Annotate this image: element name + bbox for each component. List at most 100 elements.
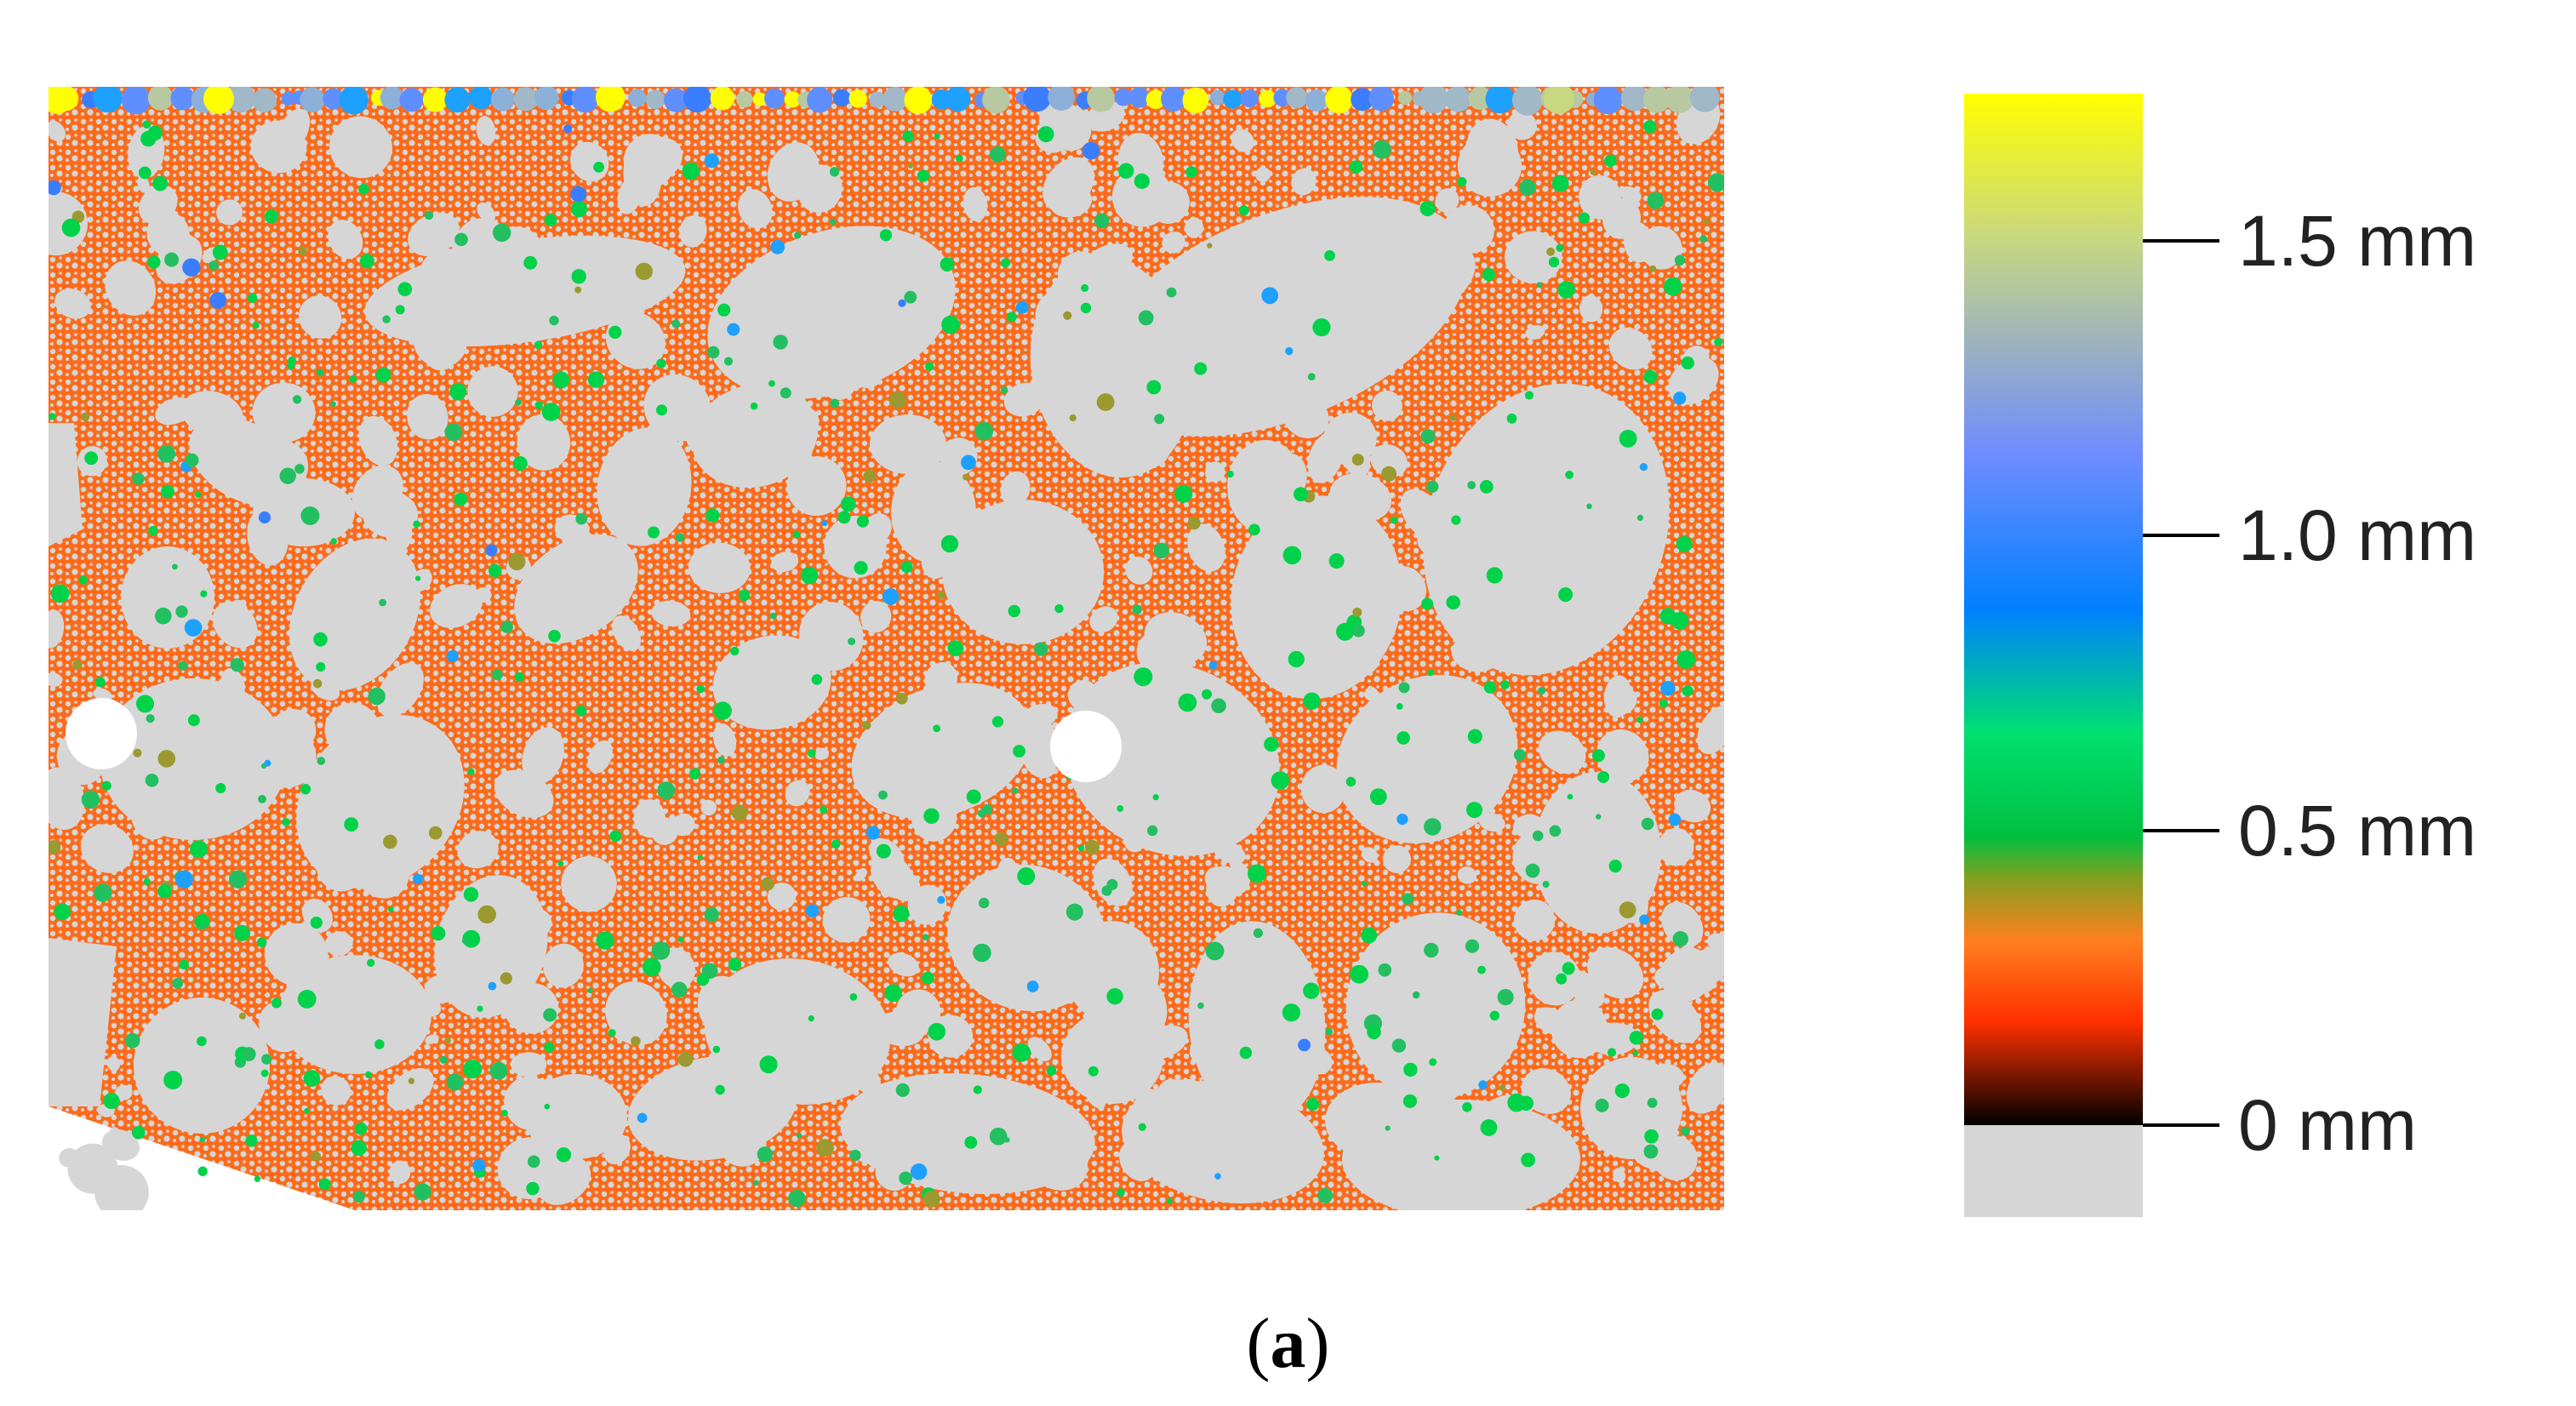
pore-marker bbox=[1077, 845, 1085, 852]
aggregate-small bbox=[522, 727, 564, 785]
pore-marker bbox=[359, 254, 374, 269]
pore-marker bbox=[477, 1005, 483, 1012]
surface-pore bbox=[399, 88, 424, 112]
pore-marker bbox=[1639, 914, 1650, 925]
aggregate-large bbox=[288, 538, 421, 691]
pore-marker bbox=[557, 860, 564, 866]
pore-marker bbox=[940, 534, 959, 553]
pore-marker bbox=[1482, 268, 1495, 282]
pore-marker bbox=[1521, 1152, 1535, 1168]
aggregate-small bbox=[852, 357, 883, 389]
aggregate-small bbox=[688, 542, 751, 593]
pore-marker bbox=[1226, 471, 1234, 478]
pore-marker bbox=[157, 444, 176, 463]
pore-marker bbox=[575, 512, 587, 525]
aggregate-small bbox=[137, 175, 150, 193]
aggregate-small bbox=[543, 943, 584, 988]
surface-pore-large bbox=[203, 87, 234, 114]
aggregate-small bbox=[419, 249, 473, 303]
pore-marker bbox=[900, 561, 913, 574]
pore-marker bbox=[1525, 863, 1540, 878]
pore-marker bbox=[1647, 1097, 1658, 1108]
aggregate-small bbox=[536, 1156, 591, 1205]
aggregate-small bbox=[822, 897, 871, 943]
pore-marker bbox=[761, 877, 775, 891]
aggregate-particles bbox=[49, 94, 1724, 1210]
aggregate-small bbox=[329, 116, 392, 179]
pore-marker bbox=[444, 423, 463, 442]
pore-marker bbox=[863, 469, 877, 483]
pore-marker bbox=[1483, 681, 1497, 694]
surface-pore bbox=[490, 88, 515, 111]
pore-marker bbox=[631, 1036, 641, 1046]
tick-label-0: 0 mm bbox=[2238, 1085, 2417, 1165]
pore-marker bbox=[239, 1012, 246, 1020]
pore-marker bbox=[395, 305, 405, 315]
pore-marker bbox=[974, 421, 994, 441]
pore-marker bbox=[1420, 429, 1436, 444]
aggregate-small bbox=[1162, 231, 1185, 254]
pore-marker bbox=[199, 923, 206, 930]
pore-marker bbox=[492, 669, 503, 681]
aggregate-small bbox=[457, 831, 499, 869]
pore-marker bbox=[635, 262, 653, 280]
pore-marker bbox=[712, 1045, 721, 1054]
pore-marker bbox=[899, 1171, 912, 1186]
pore-marker bbox=[351, 1140, 368, 1157]
pore-marker bbox=[444, 1037, 451, 1043]
pore-marker bbox=[1462, 1102, 1472, 1112]
pore-marker bbox=[923, 808, 940, 824]
aggregate-small bbox=[385, 513, 413, 552]
pore-marker bbox=[704, 153, 719, 169]
pore-marker bbox=[424, 210, 434, 220]
pore-marker bbox=[1681, 1126, 1690, 1136]
pore-marker bbox=[1651, 1008, 1664, 1020]
aggregate-small bbox=[1433, 248, 1476, 300]
pore-marker bbox=[1350, 964, 1368, 984]
pore-marker bbox=[707, 346, 720, 359]
pore-marker bbox=[1643, 120, 1657, 134]
aggregate-small bbox=[1122, 974, 1168, 1037]
aggregate-large bbox=[597, 427, 692, 546]
pore-marker bbox=[1397, 814, 1408, 826]
pore-marker bbox=[1649, 265, 1657, 272]
aggregate-small bbox=[516, 907, 552, 940]
pore-marker bbox=[1647, 191, 1665, 209]
aggregate-small bbox=[1187, 523, 1225, 572]
aggregate-small bbox=[644, 1082, 685, 1111]
aggregate-small bbox=[855, 1068, 881, 1095]
pore-marker bbox=[1117, 805, 1124, 812]
pore-marker bbox=[1664, 277, 1682, 296]
pore-marker bbox=[78, 575, 88, 585]
pore-marker bbox=[298, 246, 308, 255]
aggregate-large bbox=[870, 414, 946, 474]
pore-marker bbox=[940, 257, 955, 271]
pore-marker bbox=[904, 290, 917, 304]
pore-marker bbox=[1644, 1129, 1659, 1144]
pore-marker bbox=[1351, 624, 1365, 637]
aggregate-small bbox=[717, 1063, 764, 1102]
tick-1-0 bbox=[2143, 534, 2219, 538]
aggregate-small bbox=[786, 456, 847, 517]
pore-marker bbox=[124, 1032, 140, 1049]
pore-marker bbox=[439, 1055, 448, 1064]
pore-marker bbox=[157, 883, 172, 899]
pore-marker bbox=[1556, 243, 1564, 252]
aggregate-small bbox=[557, 307, 574, 325]
pore-marker bbox=[1082, 141, 1100, 160]
aggregate-small bbox=[891, 872, 921, 902]
pore-marker bbox=[382, 315, 391, 323]
pore-marker bbox=[1239, 1046, 1253, 1060]
colorbar-zero-block bbox=[1964, 1125, 2143, 1217]
pore-marker bbox=[1450, 414, 1457, 421]
pore-marker bbox=[922, 934, 929, 940]
aggregate-small bbox=[494, 769, 554, 819]
pore-marker bbox=[54, 903, 71, 921]
pore-marker bbox=[1238, 205, 1249, 216]
pore-marker bbox=[1636, 514, 1643, 521]
pore-marker bbox=[829, 167, 840, 177]
aggregate-small bbox=[1451, 636, 1499, 672]
surface-pore bbox=[1273, 89, 1291, 107]
pore-marker bbox=[157, 750, 176, 768]
pore-marker bbox=[408, 1077, 415, 1084]
